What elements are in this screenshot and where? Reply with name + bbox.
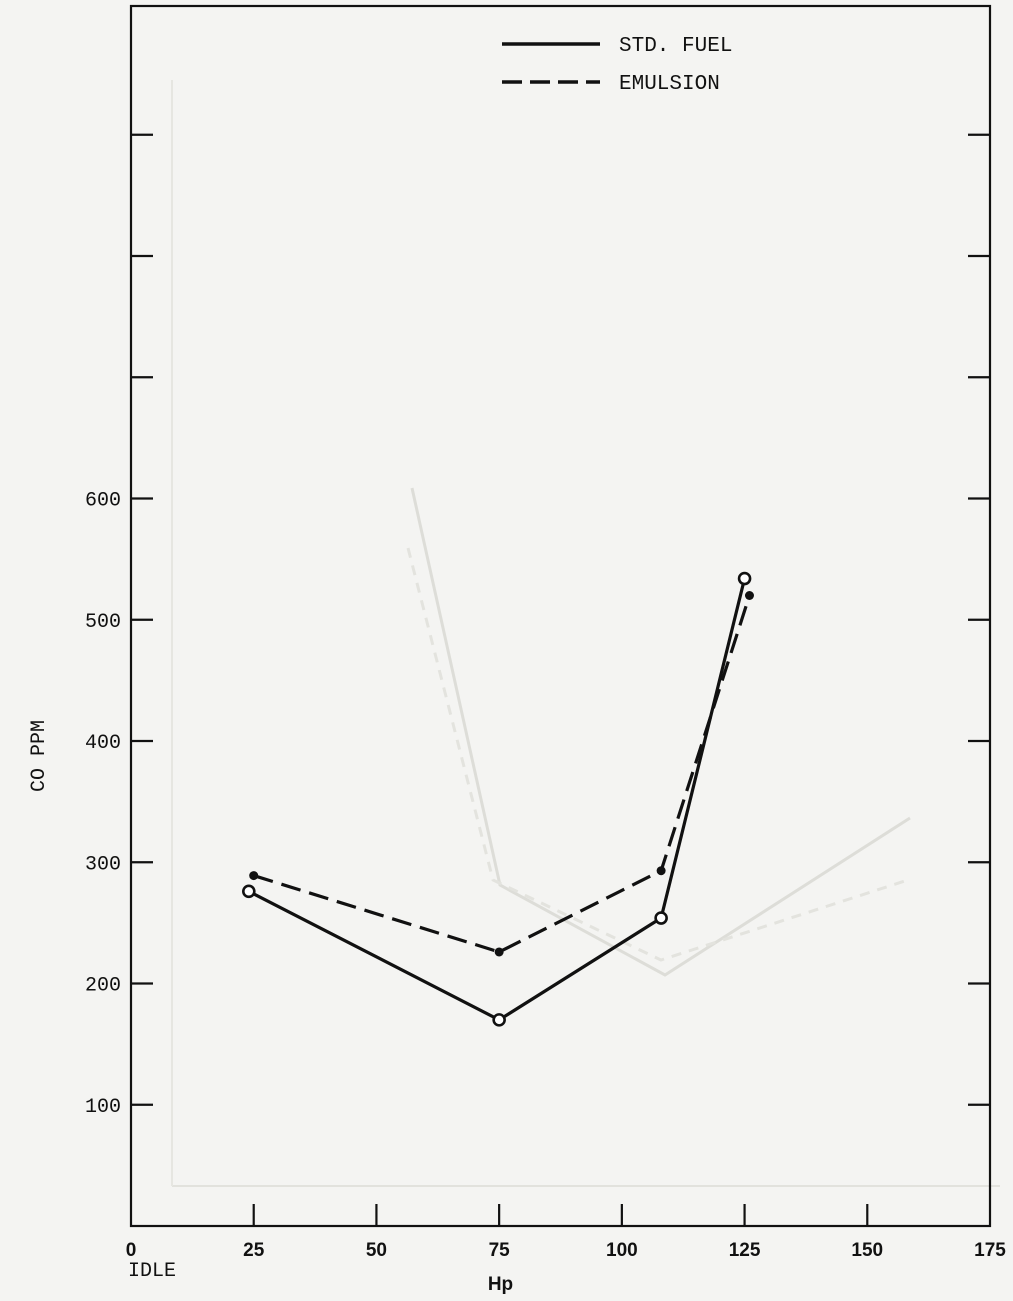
y-tick-label: 600 bbox=[85, 490, 121, 513]
data-point bbox=[492, 1013, 506, 1027]
ghost-line bbox=[410, 487, 911, 977]
legend: STD. FUEL EMULSION bbox=[502, 35, 732, 96]
bleed-through-ghost bbox=[171, 80, 1000, 1187]
data-series bbox=[242, 571, 754, 1027]
data-point bbox=[744, 591, 754, 600]
data-point bbox=[656, 866, 666, 876]
x-tick-label: 50 bbox=[366, 1240, 387, 1261]
x-tick-label: 100 bbox=[606, 1240, 638, 1261]
legend-label: EMULSION bbox=[619, 73, 720, 96]
data-point bbox=[737, 571, 752, 586]
data-point bbox=[249, 871, 259, 881]
x-axis-title: Hp bbox=[488, 1274, 513, 1295]
x-tick-label: 175 bbox=[974, 1240, 1006, 1261]
y-tick-label: 500 bbox=[85, 611, 121, 634]
y-tick-label: 400 bbox=[85, 732, 121, 755]
x-tick-label: 0 bbox=[126, 1240, 137, 1261]
x-zero-sublabel: IDLE bbox=[128, 1260, 176, 1283]
x-tick-label: 150 bbox=[851, 1240, 883, 1261]
x-tick-label: 75 bbox=[489, 1240, 511, 1261]
plot-border bbox=[129, 4, 992, 1228]
ghost-line bbox=[406, 547, 909, 962]
y-axis-title: CO PPM bbox=[28, 720, 51, 792]
y-tick-label: 200 bbox=[85, 975, 121, 998]
series-line bbox=[248, 578, 747, 1022]
data-point bbox=[654, 911, 668, 925]
axis-ticks bbox=[131, 133, 990, 1226]
y-tick-label: 300 bbox=[85, 853, 121, 876]
plot-frame bbox=[129, 4, 992, 1228]
y-tick-label: 100 bbox=[85, 1096, 121, 1119]
series-line bbox=[253, 595, 752, 954]
axis-labels: 100 200 300 400 500 600 0 25 50 75 100 125 150 175 IDL… bbox=[28, 490, 1006, 1296]
x-tick-label: 125 bbox=[729, 1240, 761, 1261]
legend-label: STD. FUEL bbox=[619, 35, 732, 58]
data-point bbox=[494, 947, 504, 957]
x-tick-label: 25 bbox=[243, 1240, 265, 1261]
data-point bbox=[242, 884, 256, 899]
